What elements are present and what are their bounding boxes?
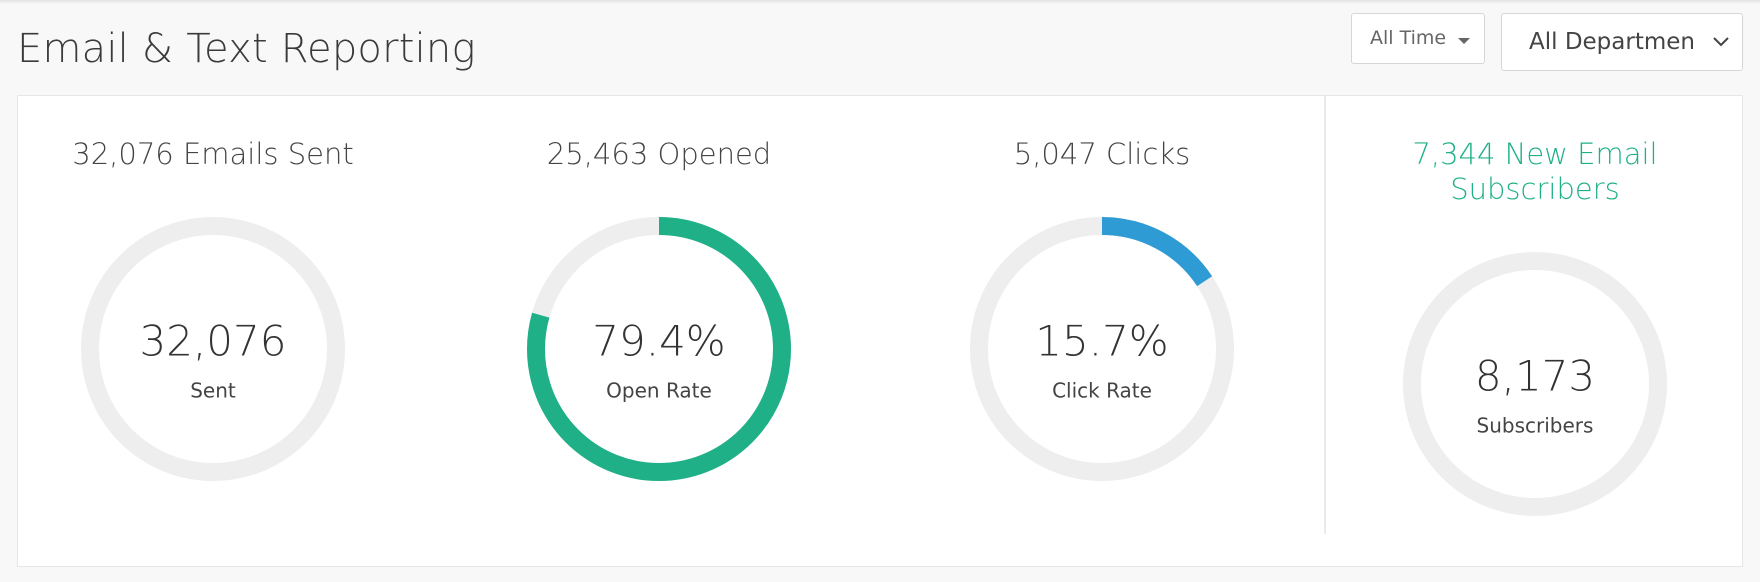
chevron: [1713, 37, 1729, 47]
metric-label: Open Rate: [606, 379, 712, 403]
top-shadow: [0, 0, 1760, 4]
metric-value: 8,173: [1475, 352, 1595, 401]
metric-heading: 5,047 Clicks: [1014, 137, 1190, 171]
ring-track: [1403, 252, 1667, 516]
metric-value: 79.4%: [592, 317, 725, 366]
metric-label: Subscribers: [1477, 414, 1594, 438]
metric-heading: 32,076 Emails Sent: [72, 137, 353, 171]
metrics-card: 32,076 Emails Sent 32,076 Sent 25,463 Opene…: [17, 95, 1743, 567]
metric-label: Click Rate: [1052, 379, 1152, 403]
metric-value: 15.7%: [1035, 317, 1168, 366]
metric-heading: Subscribers: [1450, 172, 1620, 206]
caret: [1458, 38, 1470, 44]
metric-heading: 25,463 Opened: [547, 137, 771, 171]
time-filter-label: All Time: [1370, 27, 1447, 49]
ring-track: [81, 217, 345, 481]
ring-progress: [970, 217, 1234, 481]
department-filter-label: All Departmen: [1529, 29, 1695, 55]
ring-progress: [527, 217, 791, 481]
time-filter[interactable]: All Time: [1351, 13, 1485, 64]
metrics: 32,076 Emails Sent 32,076 Sent 25,463 Opene…: [72, 96, 1667, 534]
metric-label: Sent: [190, 379, 236, 403]
metric-value: 32,076: [140, 317, 287, 366]
metric-heading: 7,344 New Email: [1412, 137, 1657, 171]
page-title: Email & Text Reporting: [17, 26, 476, 72]
department-filter[interactable]: All Departmen: [1501, 13, 1743, 71]
